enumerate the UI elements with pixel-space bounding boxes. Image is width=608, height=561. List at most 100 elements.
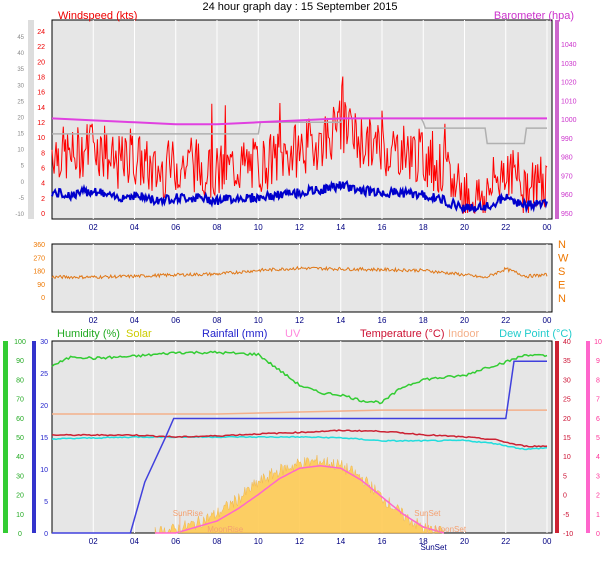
direction-x-tick-label: 00 [543, 316, 552, 325]
outer-y-tick-label: 45 [17, 35, 24, 41]
outer-y-tick-label: -10 [15, 212, 24, 218]
wind-y-tick-label: 20 [37, 59, 45, 66]
direction-x-tick-label: 14 [336, 316, 345, 325]
dew-point-label: Dew Point (°C) [499, 328, 572, 340]
rain-y-tick-label: 5 [44, 499, 48, 506]
uv-y-tick-label: 5 [596, 435, 600, 442]
rain-y-tick-label: 30 [40, 339, 48, 346]
humidity-y-tick-label: 90 [16, 358, 24, 365]
barometer-y-tick-label: 960 [561, 192, 573, 199]
rain-y-tick-label: 20 [40, 403, 48, 410]
direction-x-tick-label: 08 [213, 316, 222, 325]
direction-x-tick-label: 06 [171, 316, 180, 325]
climate-x-tick-label: 02 [89, 537, 98, 546]
humidity-y-tick-label: 20 [16, 493, 24, 500]
humidity-y-tick-label: 80 [16, 377, 24, 384]
wind-x-tick-label: 08 [213, 223, 222, 232]
barometer-y-tick-label: 1040 [561, 42, 577, 49]
climate-x-tick-label: 00 [543, 537, 552, 546]
wind-y-tick-label: 0 [41, 211, 45, 218]
uv-axis-band [586, 341, 590, 533]
barometer-y-tick-label: 980 [561, 155, 573, 162]
outer-axis-band [28, 20, 34, 219]
chart-title: 24 hour graph day : 15 September 2015 [202, 1, 397, 13]
uv-y-tick-label: 4 [596, 454, 600, 461]
rain-y-tick-label: 10 [40, 467, 48, 474]
direction-x-tick-label: 02 [89, 316, 98, 325]
indoor-label: Indoor [448, 328, 480, 340]
climate-x-tick-label: 22 [501, 537, 510, 546]
wind-axis-label: Windspeed (kts) [58, 10, 137, 22]
temperature-axis-band [555, 341, 559, 533]
direction-y-tick-label: 90 [37, 282, 45, 289]
uv-y-tick-label: 0 [596, 531, 600, 538]
wind-y-tick-label: 12 [37, 120, 45, 127]
solar-label: Solar [126, 328, 152, 340]
compass-label: W [558, 253, 569, 265]
rain-axis-band [32, 341, 36, 533]
direction-x-tick-label: 18 [419, 316, 428, 325]
outer-y-tick-label: 30 [17, 83, 24, 89]
rain-label: Rainfall (mm) [202, 328, 267, 340]
climate-x-tick-label: 04 [130, 537, 139, 546]
barometer-y-tick-label: 1000 [561, 117, 577, 124]
temperature-y-tick-label: 35 [563, 358, 571, 365]
uv-y-tick-label: 3 [596, 473, 600, 480]
barometer-y-tick-label: 1020 [561, 80, 577, 87]
compass-label: N [558, 293, 566, 305]
humidity-label: Humidity (%) [57, 328, 120, 340]
climate-x-tick-label: 14 [336, 537, 345, 546]
outer-y-tick-label: -5 [19, 196, 25, 202]
wind-x-tick-label: 18 [419, 223, 428, 232]
rain-y-tick-label: 15 [40, 435, 48, 442]
compass-label: S [558, 266, 565, 278]
climate-x-tick-label: 06 [171, 537, 180, 546]
barometer-axis-band [555, 20, 559, 219]
uv-series [155, 465, 445, 534]
sunset-axis-label: SunSet [420, 543, 447, 552]
rainfall-series [52, 360, 547, 534]
wind-gust-series [51, 76, 548, 214]
barometer-y-tick-label: 950 [561, 211, 573, 218]
wind-x-tick-label: 02 [89, 223, 98, 232]
direction-plot-area [51, 243, 553, 313]
rain-y-tick-label: 25 [40, 371, 48, 378]
humidity-y-tick-label: 10 [16, 512, 24, 519]
wind-y-tick-label: 10 [37, 135, 45, 142]
temperature-y-tick-label: 20 [563, 416, 571, 423]
compass-label: N [558, 239, 566, 251]
temperature-series [51, 429, 548, 448]
direction-x-tick-label: 22 [501, 316, 510, 325]
uv-y-tick-label: 1 [596, 512, 600, 519]
outer-y-tick-label: 15 [17, 132, 24, 138]
wind-x-tick-label: 14 [336, 223, 345, 232]
barometer-series [51, 117, 547, 126]
direction-panel: 02 04 06 08 10 12 14 16 18 20 22 00360270180900NWSE… [33, 239, 569, 325]
wind-x-tick-label: 12 [295, 223, 304, 232]
uv-y-tick-label: 2 [596, 493, 600, 500]
humidity-y-tick-label: 70 [16, 397, 24, 404]
humidity-axis-band [3, 341, 8, 533]
wind-x-tick-label: 00 [543, 223, 552, 232]
wind-x-tick-label: 04 [130, 223, 139, 232]
indoor-series [52, 409, 547, 415]
compass-label: E [558, 280, 565, 292]
temperature-y-tick-label: -10 [563, 531, 573, 538]
outer-y-tick-label: 35 [17, 67, 24, 73]
outer-y-tick-label: 0 [21, 180, 25, 186]
temperature-y-tick-label: 40 [563, 339, 571, 346]
direction-x-tick-label: 16 [378, 316, 387, 325]
wind-panel: Windspeed (kts) Barometer (hpa) 02 04 06 08… [15, 10, 576, 232]
uv-y-tick-label: 7 [596, 397, 600, 404]
outer-y-tick-label: 25 [17, 99, 24, 105]
climate-x-tick-label: 08 [213, 537, 222, 546]
temperature-y-tick-label: 10 [563, 454, 571, 461]
temperature-y-tick-label: 25 [563, 397, 571, 404]
rain-y-tick-label: 0 [44, 531, 48, 538]
climate-x-tick-label: 16 [378, 537, 387, 546]
uv-y-tick-label: 10 [594, 339, 602, 346]
wind-y-tick-label: 16 [37, 90, 45, 97]
temperature-y-tick-label: 5 [563, 473, 567, 480]
dew-point-series [51, 435, 548, 451]
